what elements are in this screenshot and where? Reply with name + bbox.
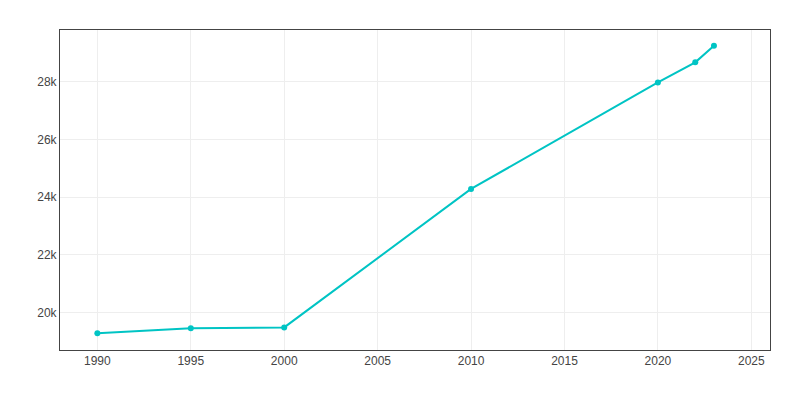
svg-text:20k: 20k — [37, 306, 57, 320]
svg-text:2010: 2010 — [458, 354, 485, 368]
svg-text:1990: 1990 — [84, 354, 111, 368]
svg-text:1995: 1995 — [177, 354, 204, 368]
svg-text:22k: 22k — [37, 248, 57, 262]
svg-text:2000: 2000 — [271, 354, 298, 368]
svg-text:28k: 28k — [37, 75, 57, 89]
svg-text:26k: 26k — [37, 133, 57, 147]
svg-text:2005: 2005 — [364, 354, 391, 368]
svg-text:2020: 2020 — [645, 354, 672, 368]
svg-text:2015: 2015 — [551, 354, 578, 368]
svg-text:2025: 2025 — [738, 354, 765, 368]
svg-text:24k: 24k — [37, 190, 57, 204]
